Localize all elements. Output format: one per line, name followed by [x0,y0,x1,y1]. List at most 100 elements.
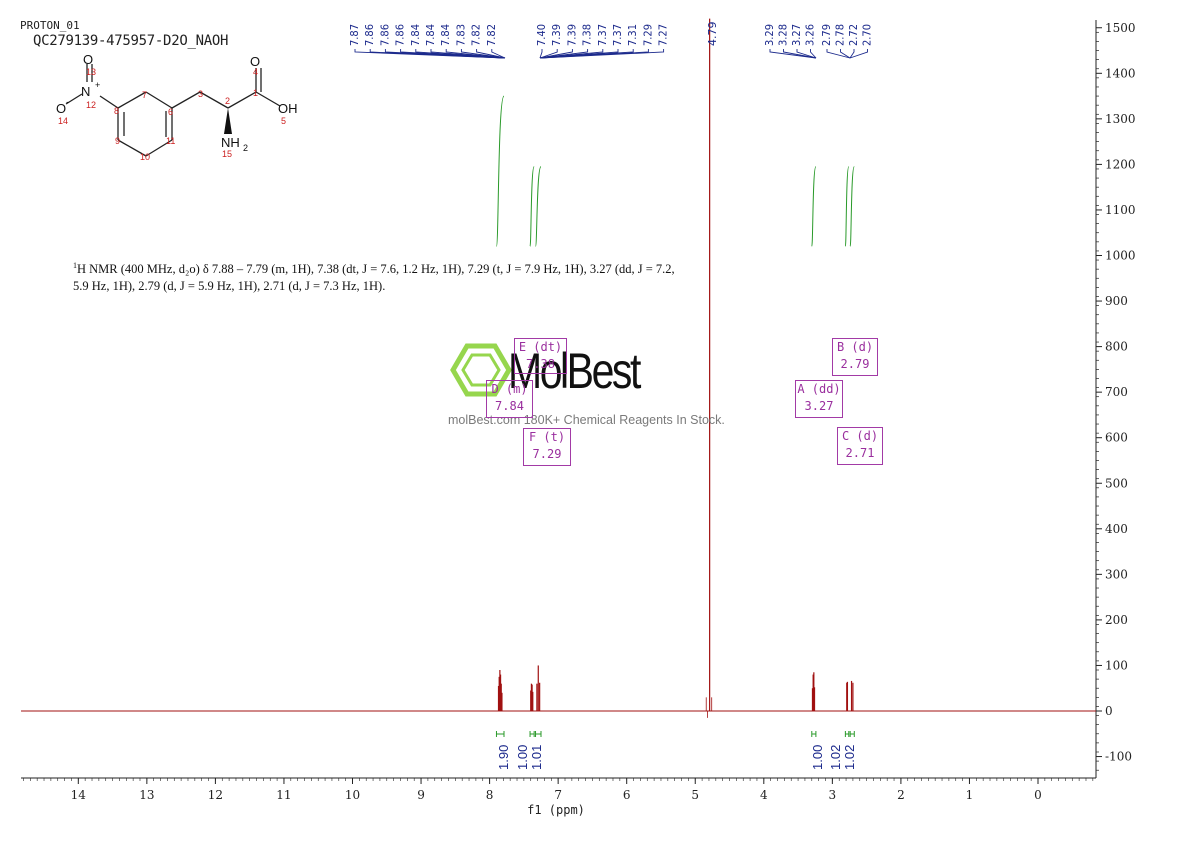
atom-number: 11 [166,136,175,146]
y-tick-label: 700 [1105,385,1128,399]
y-tick-label: -100 [1105,750,1132,764]
peak-leader [783,49,817,59]
nmr-summary: 1H NMR (400 MHz, d₂o) δ 7.88 – 7.79 (m, … [73,257,693,295]
x-tick-label: 6 [623,788,631,802]
plot-frame [21,20,1097,779]
peak-label: 2.70 [861,24,874,46]
atom-label: O [250,54,260,69]
x-tick-label: 8 [486,788,494,802]
multiplet-value: 2.71 [845,446,875,460]
x-tick-label: 11 [276,788,291,802]
atom-number: 1 [253,88,258,98]
peak-label: 2.79 [820,24,833,46]
atom-number: 15 [222,149,232,159]
peak-label: 7.82 [470,24,483,46]
atom-label: - [66,97,69,107]
atom-label: O [56,101,66,116]
peak-label: 7.86 [394,24,407,46]
integral-value: 1.90 [496,745,511,770]
peak-label: 7.86 [363,24,376,46]
multiplet-box-d: D (m) 7.84 [486,380,533,418]
y-tick-label: 100 [1105,658,1128,672]
integral-value: 1.02 [828,745,843,770]
atom-number: 4 [253,67,258,77]
y-tick-label: 400 [1105,522,1128,536]
y-tick-label: 800 [1105,340,1128,354]
peak-leader [826,49,851,59]
atom-number: 12 [86,100,96,110]
y-tick-label: 0 [1105,704,1113,718]
x-tick-label: 10 [345,788,360,802]
atom-label: NH [221,135,240,150]
multiplet-box-e: E (dt) 7.38 [514,338,567,374]
peak-leader [539,49,558,59]
peak-label: 7.86 [378,24,391,46]
peak-label: 7.40 [535,24,548,46]
y-tick-label: 1400 [1105,66,1136,80]
x-tick-label: 4 [760,788,768,802]
watermark-brand: MolBest [508,343,641,399]
integral-value: 1.01 [529,745,544,770]
sample-name: QC279139-475957-D2O_NAOH [33,33,229,49]
y-tick-label: 500 [1105,476,1128,490]
integral-curve [811,166,817,247]
peak-leader [769,49,817,59]
multiplet-value: 3.27 [804,399,834,413]
peak-label: 2.78 [834,24,847,46]
multiplet-value: 2.79 [840,357,870,371]
integral-curve [535,166,542,247]
x-tick-label: 14 [71,788,87,802]
peak-leader [796,49,817,59]
x-tick-label: 3 [829,788,837,802]
y-tick-label: 900 [1105,294,1128,308]
molecule-structure: O N + O - O OH NH 2 1 2 3 4 5 6 7 8 9 10… [56,52,298,162]
peak-label: 7.82 [485,24,498,46]
peak-label: 7.39 [565,24,578,46]
atom-label: OH [278,101,298,116]
peak-label: 7.84 [424,24,437,46]
y-tick-label: 1000 [1105,249,1136,263]
multiplet-label: F (t) [528,430,566,444]
integral-curve [495,95,505,247]
x-tick-label: 7 [554,788,562,802]
multiplet-label: C (d) [841,429,879,443]
integral-curve [844,166,850,247]
molbest-logo-icon [450,343,512,397]
multiplet-label: A (dd) [797,382,841,396]
solvent-peak-label: 4.79 [706,22,719,47]
atom-label: N [81,84,90,99]
nucleus-mass-number: 1 [73,261,77,270]
peak-leader [445,49,506,59]
y-tick-label: 200 [1105,613,1128,627]
atom-label: + [95,80,100,90]
x-tick-label: 0 [1034,788,1042,802]
x-tick-label: 1 [966,788,974,802]
peak-leader [476,49,506,59]
x-tick-label: 5 [691,788,699,802]
peak-labels: 7.87 7.86 7.86 7.86 7.84 7.84 7.84 7.83 7.82 7.82… [348,22,874,59]
atom-number: 5 [281,116,286,126]
x-tick-label: 13 [139,788,154,802]
peak-label: 7.27 [657,24,670,46]
atom-label: O [83,52,93,67]
atom-label: 2 [243,143,248,153]
y-axis: 1500140013001200110010009008007006005004… [1096,21,1136,771]
y-tick-label: 1200 [1105,157,1136,171]
multiplet-value: 7.38 [526,357,555,371]
x-tick-label: 12 [208,788,223,802]
multiplet-value: 7.29 [532,447,562,461]
x-axis: 14 13 12 11 10 9 8 7 6 5 4 3 2 1 0f1 (ppm) [23,778,1094,817]
atom-number: 10 [140,152,150,162]
experiment-name: PROTON_01 [20,19,80,32]
peak-leader [460,49,506,59]
peak-label: 7.29 [641,24,654,46]
nmr-summary-text: H NMR (400 MHz, d₂o) δ 7.88 – 7.79 (m, 1… [73,262,675,294]
spectrum-trace [497,18,854,718]
integral-value: 1.00 [810,745,825,770]
peak-leader [539,49,589,59]
y-tick-label: 300 [1105,567,1128,581]
peak-leader [491,49,506,59]
peak-label: 7.39 [550,24,563,46]
y-tick-label: 1500 [1105,21,1136,35]
multiplet-box-b: B (d) 2.79 [832,338,878,376]
